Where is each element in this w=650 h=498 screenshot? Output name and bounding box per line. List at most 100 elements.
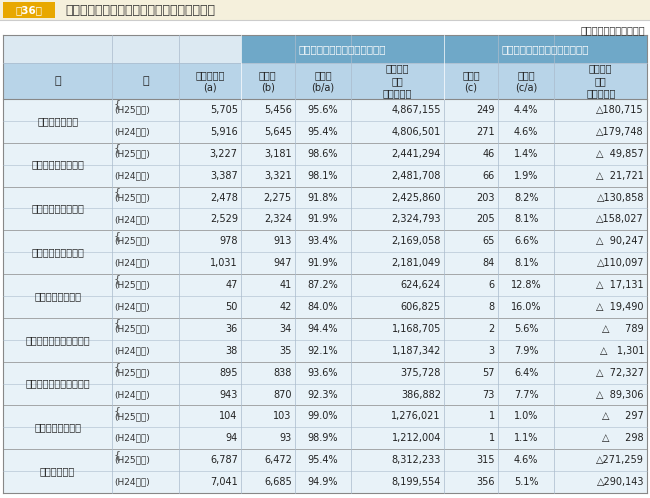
- Text: 6: 6: [489, 280, 495, 290]
- Text: {: {: [113, 143, 120, 153]
- Text: 913: 913: [274, 236, 292, 247]
- Text: 負債が資産を上回っている法人: 負債が資産を上回っている法人: [502, 44, 589, 54]
- Text: 315: 315: [476, 455, 495, 465]
- Text: 地方住宅供給公社: 地方住宅供給公社: [34, 291, 81, 301]
- Text: △  72,327: △ 72,327: [596, 368, 644, 377]
- Text: 87.2%: 87.2%: [307, 280, 339, 290]
- FancyBboxPatch shape: [3, 405, 647, 427]
- Text: 94.9%: 94.9%: [308, 477, 338, 487]
- Text: 12.8%: 12.8%: [511, 280, 541, 290]
- Text: 93: 93: [280, 433, 292, 443]
- Text: 1,031: 1,031: [210, 258, 238, 268]
- Text: △     298: △ 298: [603, 433, 644, 443]
- Text: (H24調査): (H24調査): [114, 215, 150, 224]
- Text: 93.6%: 93.6%: [308, 368, 338, 377]
- Text: △     297: △ 297: [603, 411, 644, 421]
- Text: 94.4%: 94.4%: [308, 324, 338, 334]
- FancyBboxPatch shape: [3, 231, 647, 252]
- Text: 16.0%: 16.0%: [511, 302, 541, 312]
- Text: △290,143: △290,143: [597, 477, 644, 487]
- Text: △271,259: △271,259: [596, 455, 644, 465]
- Text: (H25調査): (H25調査): [114, 106, 150, 115]
- Text: △180,715: △180,715: [597, 105, 644, 115]
- FancyBboxPatch shape: [3, 471, 647, 493]
- Text: △  17,131: △ 17,131: [597, 280, 644, 290]
- FancyBboxPatch shape: [3, 63, 647, 99]
- Text: 870: 870: [273, 389, 292, 399]
- Text: 95.4%: 95.4%: [307, 127, 339, 137]
- Text: (H24調査): (H24調査): [114, 434, 150, 443]
- Text: {: {: [113, 406, 120, 416]
- Text: 2,169,058: 2,169,058: [391, 236, 441, 247]
- Text: 1,187,342: 1,187,342: [391, 346, 441, 356]
- Text: 5,705: 5,705: [210, 105, 238, 115]
- Text: 2,441,294: 2,441,294: [391, 149, 441, 159]
- Text: 47: 47: [226, 280, 238, 290]
- Text: 895: 895: [219, 368, 238, 377]
- Text: (H24調査): (H24調査): [114, 258, 150, 267]
- Text: 65: 65: [482, 236, 495, 247]
- Text: △   1,301: △ 1,301: [599, 346, 644, 356]
- Text: 94: 94: [226, 433, 238, 443]
- Text: 会　社　法　法　人: 会 社 法 法 人: [31, 204, 84, 214]
- Text: 4,806,501: 4,806,501: [392, 127, 441, 137]
- Text: △130,858: △130,858: [597, 193, 644, 203]
- Text: 地方独立行政法人: 地方独立行政法人: [34, 422, 81, 432]
- Text: △     789: △ 789: [603, 324, 644, 334]
- FancyBboxPatch shape: [3, 449, 647, 471]
- Text: 1: 1: [489, 433, 495, 443]
- Text: 3,181: 3,181: [264, 149, 292, 159]
- Text: 4.6%: 4.6%: [514, 455, 538, 465]
- Text: (H25調査): (H25調査): [114, 456, 150, 465]
- Text: 375,728: 375,728: [400, 368, 441, 377]
- FancyBboxPatch shape: [3, 296, 647, 318]
- Text: 純資産額
又は
正味財産額: 純資産額 又は 正味財産額: [586, 64, 616, 99]
- Text: 84.0%: 84.0%: [308, 302, 338, 312]
- Text: 2,425,860: 2,425,860: [391, 193, 441, 203]
- Text: 3: 3: [489, 346, 495, 356]
- Text: 84: 84: [483, 258, 495, 268]
- Text: 2,181,049: 2,181,049: [392, 258, 441, 268]
- Text: (H24調査): (H24調査): [114, 302, 150, 311]
- Text: (H25調査): (H25調査): [114, 237, 150, 246]
- Text: 36: 36: [226, 324, 238, 334]
- Text: 99.0%: 99.0%: [308, 411, 338, 421]
- Text: 1.1%: 1.1%: [514, 433, 538, 443]
- Text: △  49,857: △ 49,857: [596, 149, 644, 159]
- Text: 4.4%: 4.4%: [514, 105, 538, 115]
- FancyBboxPatch shape: [3, 187, 647, 209]
- Text: {: {: [113, 450, 120, 460]
- FancyBboxPatch shape: [0, 0, 650, 20]
- Text: 41: 41: [280, 280, 292, 290]
- FancyBboxPatch shape: [3, 362, 647, 383]
- Text: 全体法人数
(a): 全体法人数 (a): [195, 70, 225, 92]
- Text: 1,212,004: 1,212,004: [391, 433, 441, 443]
- Text: 203: 203: [476, 193, 495, 203]
- Text: 5,916: 5,916: [210, 127, 238, 137]
- Text: 第三セクター等の純資産又は正味財産の状況: 第三セクター等の純資産又は正味財産の状況: [65, 3, 215, 16]
- Text: 5,456: 5,456: [264, 105, 292, 115]
- Text: 区: 区: [55, 76, 61, 86]
- Text: 6.6%: 6.6%: [514, 236, 538, 247]
- Text: 2,481,708: 2,481,708: [391, 171, 441, 181]
- Text: 3,321: 3,321: [264, 171, 292, 181]
- Text: 104: 104: [220, 411, 238, 421]
- Text: 73: 73: [482, 389, 495, 399]
- Text: 606,825: 606,825: [401, 302, 441, 312]
- Text: （単位　法人、百万円）: （単位 法人、百万円）: [580, 25, 645, 35]
- Text: △110,097: △110,097: [597, 258, 644, 268]
- Text: 35: 35: [280, 346, 292, 356]
- Text: (H25調査): (H25調査): [114, 193, 150, 202]
- Text: 249: 249: [476, 105, 495, 115]
- Text: 50: 50: [226, 302, 238, 312]
- Text: △158,027: △158,027: [596, 214, 644, 225]
- Text: 98.1%: 98.1%: [308, 171, 338, 181]
- Text: 5.1%: 5.1%: [514, 477, 538, 487]
- Text: (H25調査): (H25調査): [114, 280, 150, 289]
- Text: 構成比
(b/a): 構成比 (b/a): [311, 70, 335, 92]
- Text: 8,312,233: 8,312,233: [391, 455, 441, 465]
- Text: 624,624: 624,624: [401, 280, 441, 290]
- Text: 5.6%: 5.6%: [514, 324, 538, 334]
- Text: 8.1%: 8.1%: [514, 214, 538, 225]
- FancyBboxPatch shape: [444, 35, 647, 63]
